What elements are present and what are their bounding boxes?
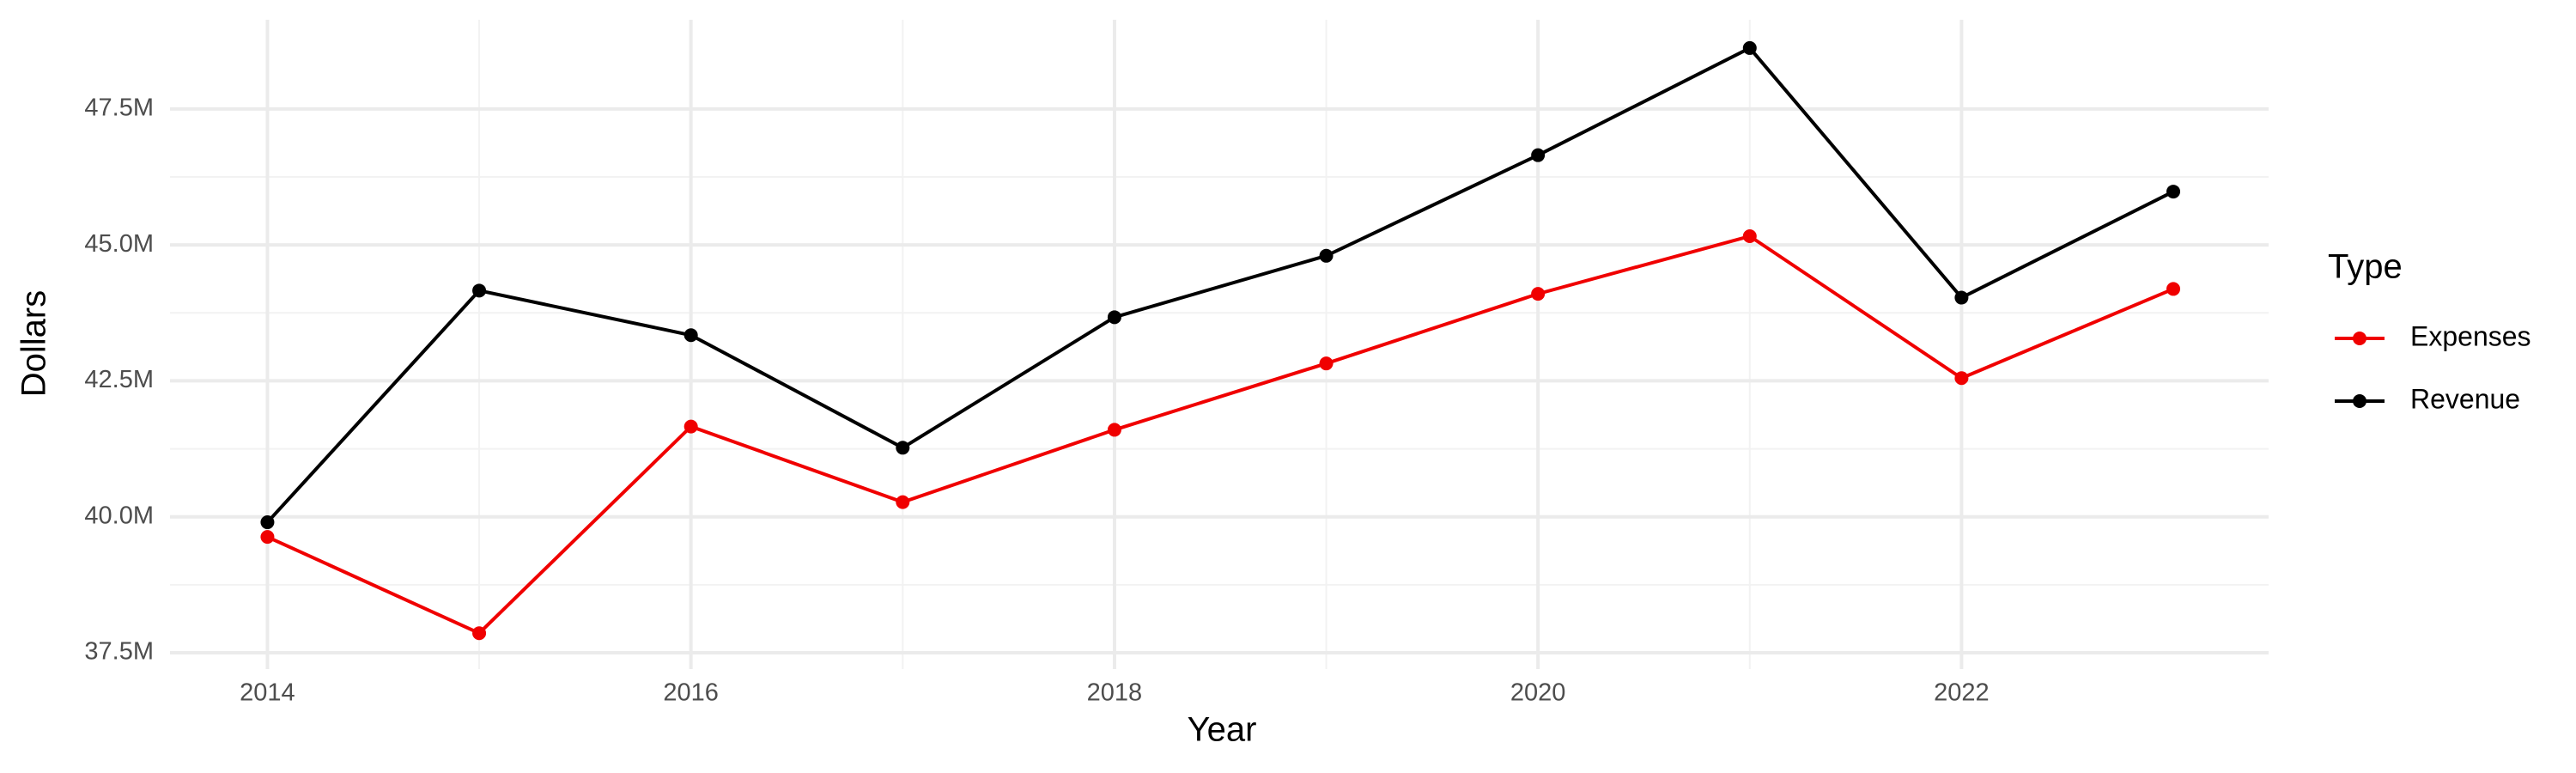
data-point — [1954, 290, 1969, 305]
data-point — [683, 328, 698, 343]
legend-key-point — [2353, 332, 2366, 345]
data-point — [896, 495, 910, 509]
y-tick-label: 37.5M — [84, 638, 154, 666]
data-point — [1954, 371, 1969, 386]
y-tick-label: 47.5M — [84, 94, 154, 121]
y-tick-label: 40.0M — [84, 502, 154, 529]
grid — [170, 20, 2269, 669]
series-line — [265, 46, 2174, 524]
data-point — [1531, 148, 1546, 162]
legend-label: Expenses — [2410, 320, 2531, 351]
y-axis-title: Dollars — [15, 290, 53, 397]
x-tick-label: 2020 — [1510, 679, 1566, 707]
data-point — [1531, 287, 1546, 301]
data-point — [683, 419, 698, 434]
data-point — [2166, 185, 2181, 199]
data-point — [472, 626, 487, 641]
series-line — [266, 234, 2174, 636]
legend-label: Revenue — [2410, 383, 2520, 414]
data-point — [1742, 40, 1757, 55]
data-point — [1107, 310, 1121, 325]
x-tick-label: 2022 — [1934, 679, 1990, 707]
data-point — [2166, 282, 2181, 296]
y-tick-label: 42.5M — [84, 366, 154, 393]
data-point — [1742, 229, 1757, 243]
data-point — [1319, 356, 1334, 371]
x-tick-label: 2018 — [1087, 679, 1143, 707]
x-tick-label: 2014 — [240, 679, 295, 707]
data-point — [1107, 423, 1121, 437]
x-tick-label: 2016 — [663, 679, 719, 707]
plot-area — [260, 40, 2181, 641]
legend-key-point — [2353, 394, 2366, 408]
data-point — [472, 283, 487, 298]
data-point — [260, 530, 275, 545]
y-tick-label: 45.0M — [84, 230, 154, 258]
data-point — [260, 515, 275, 530]
x-axis-title: Year — [1188, 711, 1257, 749]
data-point — [1319, 248, 1334, 263]
legend-title: Type — [2328, 248, 2403, 286]
data-point — [896, 441, 910, 455]
